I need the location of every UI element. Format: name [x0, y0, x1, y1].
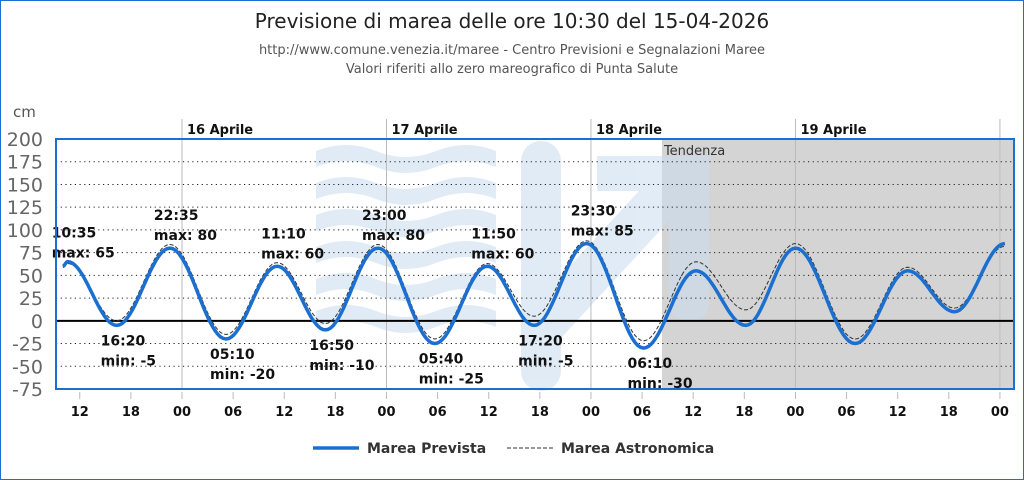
annotation-value: max: 60	[261, 246, 324, 262]
annotation-value: max: 65	[52, 246, 115, 262]
x-tick-label: 00	[786, 405, 804, 420]
x-tick-label: 12	[684, 405, 702, 420]
chart-title: Previsione di marea delle ore 10:30 del …	[254, 9, 770, 33]
series-marea-astronomica	[62, 240, 1005, 342]
watermark-arrow	[519, 156, 709, 351]
x-tick-label: 06	[838, 405, 856, 420]
annotation-time: 16:50	[309, 338, 354, 354]
x-tick-label: 12	[480, 405, 498, 420]
annotation-value: min: -25	[419, 372, 484, 388]
annotation-time: 11:50	[471, 226, 516, 242]
annotation-time: 10:35	[52, 226, 97, 242]
day-label: 19 Aprile	[800, 123, 866, 138]
x-tick-label: 00	[377, 405, 395, 420]
x-tick-label: 18	[326, 405, 344, 420]
legend-label-astronomica: Marea Astronomica	[561, 441, 714, 457]
annotation-time: 11:10	[261, 226, 306, 242]
y-tick-label: -25	[12, 334, 43, 356]
watermark-wave	[316, 145, 496, 173]
day-label: 17 Aprile	[391, 123, 457, 138]
y-tick-label: 100	[7, 220, 43, 242]
annotation-value: max: 60	[471, 246, 534, 262]
y-tick-label: 50	[19, 265, 43, 287]
y-tick-label: -50	[12, 356, 43, 378]
x-tick-label: 18	[531, 405, 549, 420]
annotation-value: min: -20	[210, 367, 275, 383]
annotation-time: 05:10	[210, 347, 255, 363]
watermark-wave	[316, 209, 496, 237]
y-tick-label: 75	[19, 243, 43, 265]
trend-label: Tendenza	[663, 144, 725, 159]
x-tick-label: 18	[735, 405, 753, 420]
x-tick-label: 06	[429, 405, 447, 420]
x-tick-label: 00	[173, 405, 191, 420]
annotation-time: 23:00	[362, 208, 407, 224]
y-tick-label: 125	[7, 197, 43, 219]
annotation-value: min: -10	[309, 358, 374, 374]
annotation-time: 17:20	[518, 333, 563, 349]
annotation-time: 22:35	[154, 208, 199, 224]
annotation-value: max: 85	[571, 224, 634, 240]
annotation-time: 23:30	[571, 204, 616, 220]
x-tick-label: 06	[224, 405, 242, 420]
annotation-time: 16:20	[101, 333, 146, 349]
x-tick-label: 18	[940, 405, 958, 420]
watermark-wave	[316, 177, 496, 205]
chart-subtitle-source: http://www.comune.venezia.it/maree - Cen…	[258, 43, 766, 58]
y-tick-label: 25	[19, 288, 43, 310]
day-label: 18 Aprile	[596, 123, 662, 138]
trend-region	[661, 139, 1014, 389]
y-axis-label: cm	[13, 103, 36, 121]
y-tick-label: 175	[7, 152, 43, 174]
x-tick-label: 00	[991, 405, 1009, 420]
watermark-wave	[316, 241, 496, 269]
day-label: 16 Aprile	[187, 123, 253, 138]
x-tick-label: 12	[71, 405, 89, 420]
series-marea-prevista	[62, 241, 1006, 350]
chart-subtitle-reference: Valori riferiti allo zero mareografico d…	[345, 62, 679, 77]
watermark-wave	[316, 273, 496, 301]
y-tick-label: 150	[7, 174, 43, 196]
annotation-value: max: 80	[362, 228, 425, 244]
y-tick-label: 0	[31, 311, 43, 333]
plot-frame	[55, 138, 1015, 390]
annotation-value: min: -5	[101, 353, 156, 369]
watermark-wave	[316, 305, 496, 333]
y-tick-label: -75	[12, 379, 43, 401]
annotation-value: min: -5	[518, 353, 573, 369]
annotation-time: 06:10	[628, 356, 673, 372]
x-tick-label: 12	[275, 405, 293, 420]
x-tick-label: 00	[582, 405, 600, 420]
x-tick-label: 18	[122, 405, 140, 420]
watermark-logo	[316, 141, 709, 391]
x-tick-label: 06	[633, 405, 651, 420]
annotation-value: max: 80	[154, 228, 217, 244]
x-tick-label: 12	[889, 405, 907, 420]
legend-label-prevista: Marea Prevista	[367, 441, 486, 457]
annotation-time: 05:40	[419, 352, 464, 368]
y-tick-label: 200	[7, 129, 43, 151]
